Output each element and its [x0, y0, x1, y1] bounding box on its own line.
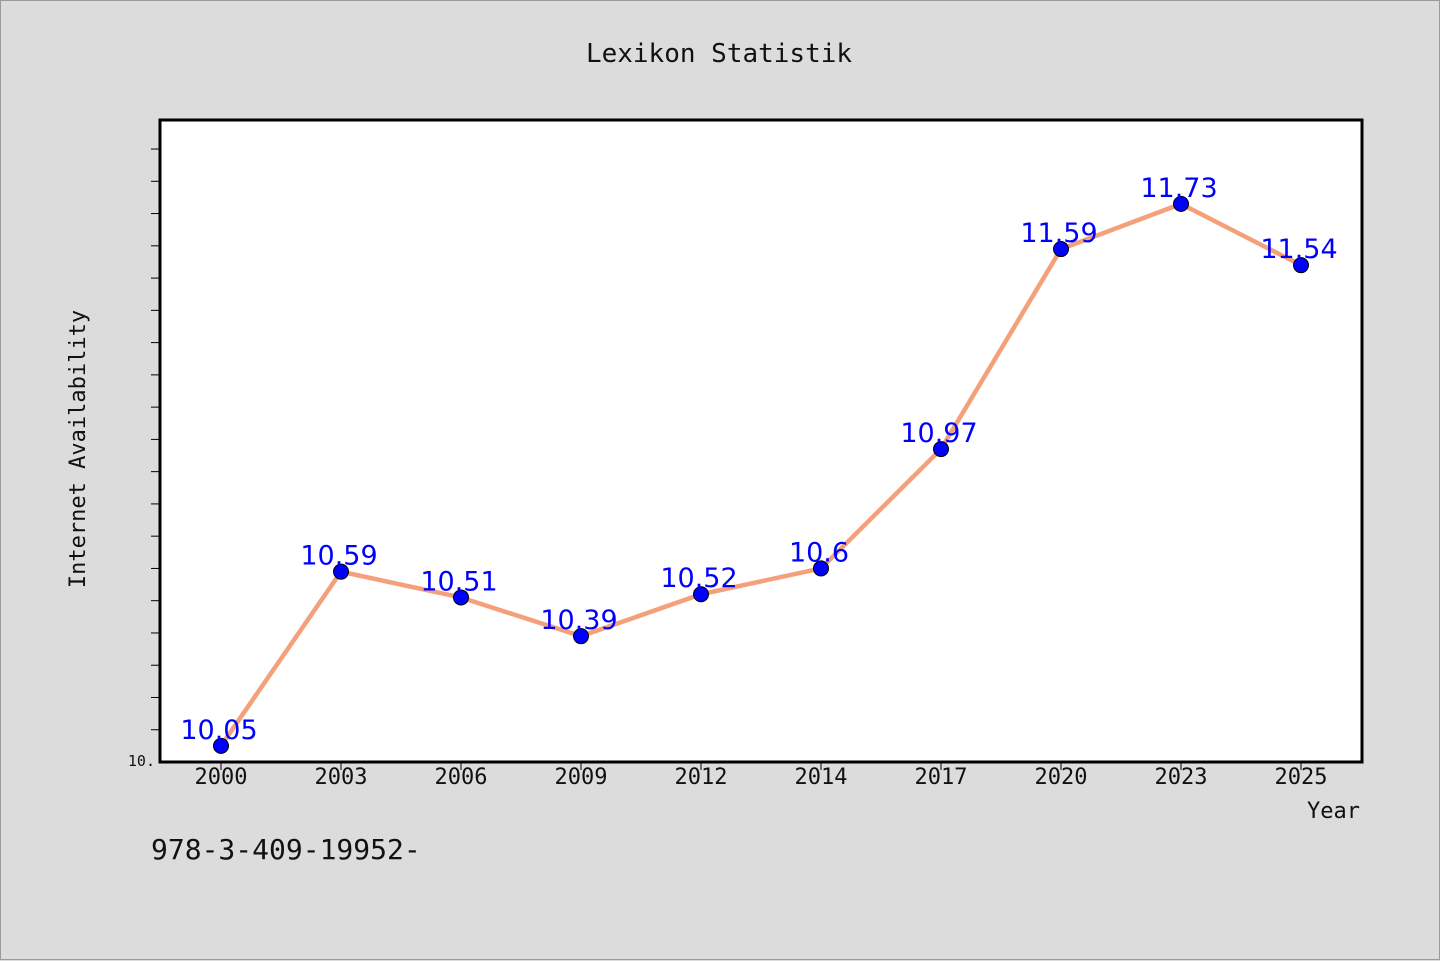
x-tick-label: 2012 — [675, 765, 728, 790]
x-tick-label: 2000 — [195, 765, 248, 790]
x-tick-label: 2006 — [435, 765, 488, 790]
data-point — [1293, 257, 1309, 274]
data-label: 10.05 — [180, 715, 257, 746]
data-label: 11.59 — [1020, 218, 1097, 249]
data-point — [453, 589, 469, 606]
data-point — [1053, 241, 1069, 258]
data-label: 10.51 — [420, 566, 497, 597]
y-min-label: 10. — [128, 752, 155, 770]
data-label: 10.6 — [789, 537, 849, 568]
data-point — [933, 441, 949, 458]
plot-area — [160, 120, 1362, 762]
chart-title: Lexikon Statistik — [586, 39, 852, 69]
x-axis-ticks: 2000 2003 2006 2009 2012 2014 2017 2020 2023 2025 — [195, 762, 1328, 790]
data-point — [333, 563, 349, 580]
x-tick-label: 2017 — [915, 765, 968, 790]
x-tick-label: 2023 — [1155, 765, 1208, 790]
data-point — [813, 560, 829, 577]
data-label: 10.52 — [660, 563, 737, 594]
x-tick-label: 2025 — [1275, 765, 1328, 790]
plot-border — [158, 118, 1364, 764]
x-tick-label: 2014 — [795, 765, 848, 790]
series-layer: 10.05 10.59 10.51 10.39 10.52 10.6 10.97 11.59 1… — [180, 173, 1338, 754]
data-label: 10.97 — [900, 418, 977, 449]
x-tick-label: 2009 — [555, 765, 608, 790]
data-point — [693, 586, 709, 603]
x-axis-title: Year — [1307, 799, 1360, 824]
data-label: 11.54 — [1260, 234, 1337, 265]
footnote-text: 978-3-409-19952- — [151, 833, 421, 866]
x-tick-label: 2020 — [1035, 765, 1088, 790]
data-label: 10.39 — [540, 605, 617, 636]
data-point — [573, 628, 589, 645]
data-label: 11.73 — [1140, 173, 1217, 204]
y-axis-title: Internet Availability — [66, 310, 91, 588]
series-line — [218, 201, 1304, 749]
data-point — [1173, 195, 1189, 212]
data-label: 10.59 — [300, 541, 377, 572]
data-point — [213, 737, 229, 754]
x-tick-label: 2003 — [315, 765, 368, 790]
